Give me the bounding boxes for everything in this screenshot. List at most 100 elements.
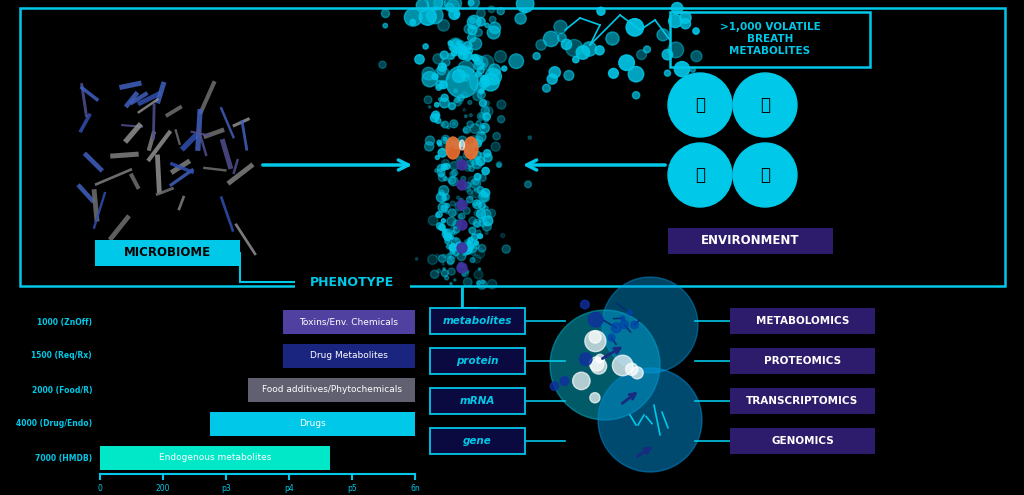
Circle shape [474, 241, 478, 245]
Circle shape [475, 135, 479, 139]
Circle shape [439, 186, 449, 196]
Circle shape [462, 92, 468, 98]
Circle shape [680, 19, 690, 29]
Circle shape [457, 200, 467, 210]
Circle shape [450, 54, 455, 59]
Circle shape [467, 190, 472, 195]
Circle shape [597, 7, 605, 15]
Circle shape [438, 143, 441, 146]
Circle shape [450, 247, 453, 250]
Circle shape [479, 191, 485, 197]
Circle shape [469, 217, 476, 224]
Circle shape [572, 372, 590, 390]
Circle shape [469, 245, 477, 252]
Circle shape [498, 116, 505, 123]
Circle shape [733, 73, 797, 137]
Circle shape [456, 243, 464, 251]
Circle shape [443, 229, 453, 238]
Text: p4: p4 [284, 484, 294, 493]
Circle shape [452, 209, 458, 216]
Circle shape [475, 248, 484, 258]
Text: mRNA: mRNA [460, 396, 496, 406]
Text: 💊: 💊 [695, 166, 705, 184]
Circle shape [481, 209, 492, 219]
Circle shape [442, 263, 444, 265]
Circle shape [430, 114, 438, 122]
Circle shape [690, 67, 695, 72]
Circle shape [468, 34, 476, 42]
Circle shape [442, 194, 450, 200]
Circle shape [469, 166, 474, 171]
Circle shape [451, 236, 454, 239]
Circle shape [509, 54, 523, 68]
Circle shape [591, 358, 606, 374]
Circle shape [455, 142, 461, 148]
Circle shape [432, 74, 438, 80]
Circle shape [481, 125, 485, 128]
Circle shape [583, 42, 597, 56]
Circle shape [442, 268, 445, 270]
Circle shape [479, 89, 484, 94]
Circle shape [478, 268, 480, 270]
Circle shape [459, 46, 467, 54]
Circle shape [572, 56, 579, 63]
Circle shape [458, 214, 463, 219]
Circle shape [441, 270, 449, 277]
Bar [730, 348, 874, 374]
Circle shape [447, 179, 452, 182]
Circle shape [441, 159, 450, 168]
Circle shape [458, 61, 474, 77]
Circle shape [446, 242, 454, 248]
Text: Drug Metabolites: Drug Metabolites [310, 351, 388, 360]
Circle shape [460, 198, 463, 202]
Circle shape [467, 240, 471, 244]
Circle shape [441, 219, 445, 223]
Circle shape [621, 320, 629, 329]
Bar [430, 388, 525, 414]
Circle shape [450, 244, 455, 248]
Circle shape [458, 136, 467, 146]
Circle shape [473, 151, 481, 159]
Circle shape [437, 140, 441, 145]
Bar [295, 270, 410, 294]
Circle shape [469, 227, 476, 234]
Circle shape [628, 310, 632, 315]
Circle shape [606, 32, 620, 45]
Circle shape [452, 231, 455, 234]
Circle shape [465, 144, 474, 153]
Circle shape [446, 66, 478, 98]
Circle shape [416, 257, 418, 260]
Circle shape [449, 102, 456, 109]
Circle shape [612, 355, 633, 376]
Circle shape [424, 96, 432, 103]
Circle shape [470, 38, 481, 50]
Circle shape [489, 22, 501, 34]
Circle shape [438, 174, 445, 181]
Circle shape [428, 106, 431, 108]
Circle shape [441, 94, 449, 101]
Circle shape [481, 189, 489, 197]
Circle shape [438, 202, 447, 212]
Circle shape [644, 46, 650, 53]
Circle shape [442, 229, 446, 233]
Circle shape [445, 211, 449, 214]
Circle shape [428, 254, 437, 264]
Circle shape [471, 234, 478, 241]
Circle shape [478, 192, 488, 201]
Circle shape [438, 224, 445, 230]
Circle shape [470, 241, 473, 244]
Circle shape [457, 46, 465, 54]
Circle shape [581, 300, 589, 309]
Circle shape [447, 259, 454, 265]
Circle shape [452, 170, 458, 176]
Circle shape [481, 132, 483, 135]
Text: metabolites: metabolites [442, 316, 512, 326]
Circle shape [441, 121, 449, 128]
Circle shape [672, 2, 683, 14]
Circle shape [476, 191, 478, 193]
Circle shape [468, 238, 473, 243]
Circle shape [459, 99, 463, 104]
Circle shape [435, 169, 438, 172]
Circle shape [438, 255, 446, 262]
Circle shape [477, 112, 485, 120]
